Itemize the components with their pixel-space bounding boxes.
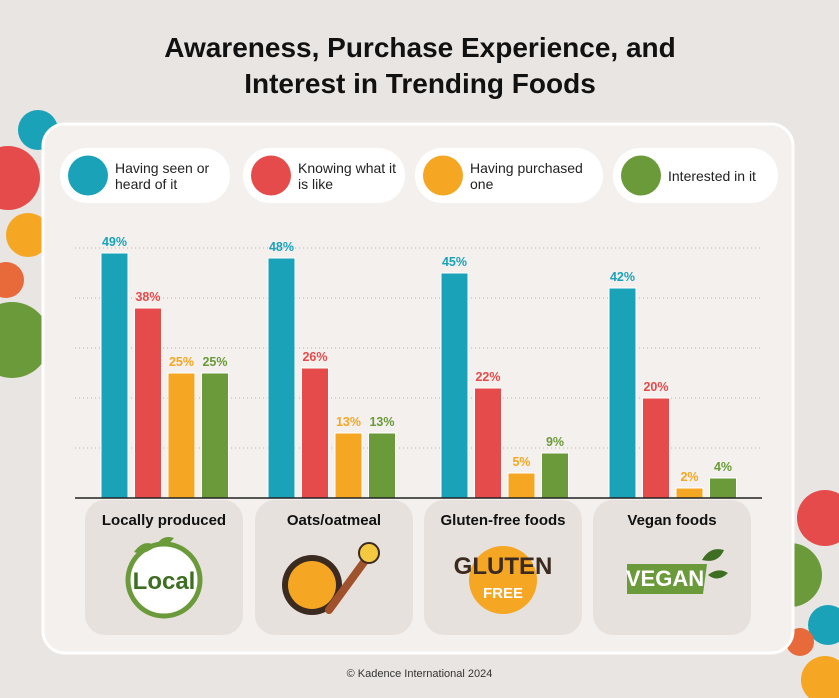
data-label: 26% [302,350,327,364]
bar [474,387,502,499]
data-label: 13% [336,415,361,429]
bar [167,372,196,499]
footer: © Kadence International 2024 [346,668,493,680]
icon [134,537,174,554]
legend-label: Knowing what it is like [298,160,397,192]
icon [469,546,537,614]
bar [368,432,396,499]
data-label: 45% [442,255,467,269]
x-tick-label: Oats/oatmeal [287,512,381,529]
data-label: 22% [475,370,500,384]
bar [507,472,536,499]
decor [801,656,839,698]
icon [325,554,371,614]
bar [440,272,469,499]
data-label: 48% [269,240,294,254]
icon-text: Local [133,568,196,595]
decor [6,213,50,257]
icon-text: FREE [483,585,523,602]
data-label: 38% [135,290,160,304]
icon [358,542,380,564]
x-tick-label: Locally produced [102,512,226,529]
legend-box [415,148,603,203]
decor [808,605,839,645]
data-label: 5% [512,455,530,469]
bar [334,432,363,499]
icon-text: GLUTEN [454,553,553,580]
data-label: 25% [202,355,227,369]
bar [642,397,670,499]
bar [201,372,229,499]
bar [301,367,329,499]
icon [702,549,728,579]
x-tick-label: Vegan foods [627,512,716,529]
bar [675,487,704,499]
data-label: 9% [546,435,564,449]
bar [267,257,296,499]
x-tick-label: Gluten-free foods [440,512,565,529]
legend-swatch [423,155,463,196]
legend-swatch [621,155,661,196]
data-label: 2% [680,470,698,484]
icon-text: VEGAN [626,566,704,591]
data-label: 25% [169,355,194,369]
data-label: 49% [102,235,127,249]
bar [541,452,569,499]
bar [608,287,637,499]
legend-label: Interested in it [668,168,756,184]
decor [797,490,839,546]
legend-label: Having purchased one [470,160,583,192]
decor [0,302,50,378]
bar [134,307,162,499]
legend-swatch [68,155,108,196]
data-label: 42% [610,270,635,284]
data-label: 20% [643,380,668,394]
decor [0,146,40,210]
data-label: 13% [369,415,394,429]
bar [709,477,737,499]
legend-swatch [251,155,291,196]
bar [100,252,129,499]
data-label: 4% [714,460,732,474]
icon [288,561,336,609]
legend-label: Having seen or heard of it [115,160,210,192]
decor [0,262,24,298]
chart-title: Awareness, Purchase Experience, and Inte… [164,32,676,99]
icon [627,564,707,594]
